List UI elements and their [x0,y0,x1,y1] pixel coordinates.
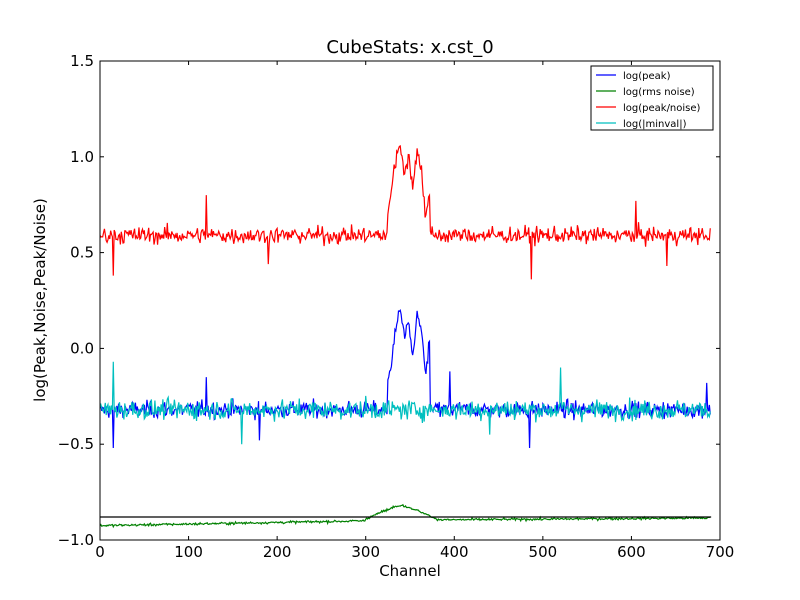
legend-entry-1: log(peak) [623,71,671,82]
legend: log(peak) log(rms noise) log(peak/noise) lo… [590,65,714,131]
x-tick-label: 200 [263,543,292,561]
chart-title: CubeStats: x.cst_0 [326,37,493,58]
y-tick-label: 0.0 [70,339,94,357]
legend-box [590,65,714,131]
y-tick-label: 0.5 [70,244,94,262]
x-tick-label: 400 [440,543,469,561]
y-tick-label: −1.0 [58,531,94,549]
series-line-1 [100,308,711,449]
x-tick-label: 300 [351,543,380,561]
series-line-4 [100,361,711,445]
legend-entry-2: log(rms noise) [623,87,695,98]
legend-entry-4: log(|minval|) [623,119,687,130]
axes: 0 100 200 300 400 500 600 700 −1.0 −0.5 0.0 0.5 1.0 1… [58,52,735,561]
plot-area [100,145,712,529]
x-tick-label: 0 [95,543,105,561]
x-tick-label: 700 [706,543,735,561]
y-tick-label: −0.5 [58,435,94,453]
x-tick-label: 500 [529,543,558,561]
series-line-3 [100,145,711,280]
x-tick-label: 600 [617,543,646,561]
x-tick-label: 100 [174,543,203,561]
plot-frame [99,60,721,541]
y-axis-label: log(Peak,Noise,Peak/Noise) [31,198,49,402]
series-line-2 [100,503,711,529]
x-axis-label: Channel [379,562,441,580]
y-tick-label: 1.5 [70,52,94,70]
legend-entry-3: log(peak/noise) [623,103,701,114]
y-tick-label: 1.0 [70,148,94,166]
